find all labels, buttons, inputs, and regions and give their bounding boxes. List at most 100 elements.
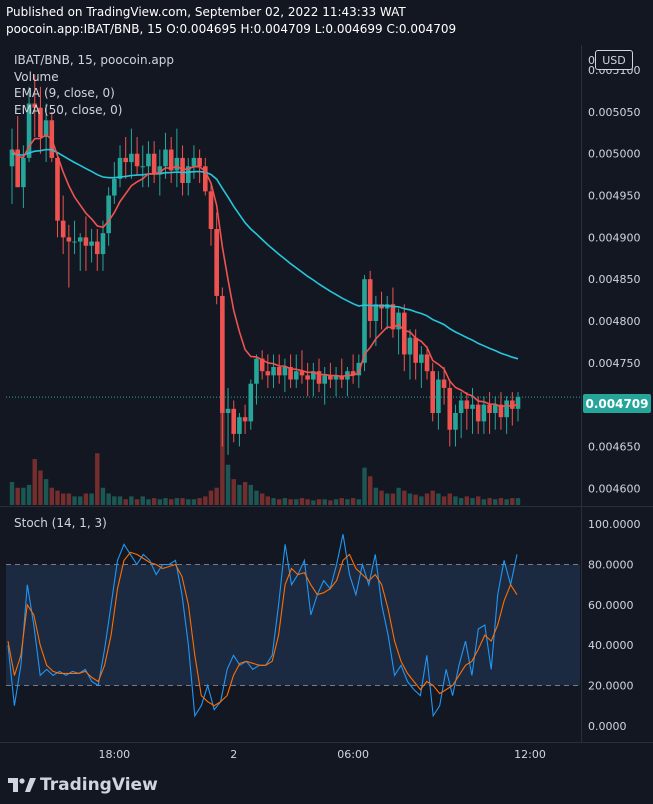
candle-body xyxy=(151,153,157,175)
publish-header: Published on TradingView.com, September … xyxy=(6,4,456,38)
volume-bar xyxy=(106,493,111,505)
candle-body xyxy=(498,404,504,418)
volume-bar xyxy=(294,499,299,505)
candle-body xyxy=(21,157,26,188)
published-line: Published on TradingView.com, September … xyxy=(6,5,406,19)
chart-area[interactable]: 0.005100 0.005050 0.005000 0.004950 0.004900… xyxy=(0,40,653,804)
volume-bar xyxy=(487,498,492,505)
candle-body xyxy=(356,362,362,376)
volume-bar xyxy=(208,490,214,505)
candle-body xyxy=(276,367,282,376)
candle-body xyxy=(464,400,470,409)
candle-body xyxy=(293,371,299,380)
candle-body xyxy=(305,375,310,380)
volume-bar xyxy=(350,498,356,505)
volume-bar xyxy=(356,499,362,505)
candle-body xyxy=(254,358,259,384)
candle-body xyxy=(55,157,60,221)
volume-bar xyxy=(123,499,128,505)
candle-body xyxy=(32,103,38,108)
volume-bar xyxy=(441,496,447,505)
legend-symbol: IBAT/BNB, 15, poocoin.app xyxy=(14,53,174,67)
volume-bar xyxy=(498,498,504,505)
tradingview-footer[interactable]: TradingView xyxy=(8,774,158,796)
volume-bar xyxy=(277,499,282,505)
volume-bar xyxy=(66,493,72,505)
candle-body xyxy=(174,157,180,171)
candle-body xyxy=(413,337,418,363)
volume-bar xyxy=(112,496,117,505)
volume-bar xyxy=(419,496,424,505)
candle-body xyxy=(271,367,276,376)
volume-bar xyxy=(134,499,140,505)
candle-body xyxy=(140,166,146,168)
candle-body xyxy=(203,166,208,192)
volume-bar xyxy=(413,494,418,505)
candle-body xyxy=(248,383,254,422)
candle-body xyxy=(83,237,89,246)
stoch-tick-label: 40.0000 xyxy=(588,639,634,652)
candle-body xyxy=(106,195,111,234)
volume-bar xyxy=(362,467,367,505)
volume-bar xyxy=(38,470,43,505)
candle-body xyxy=(9,149,15,167)
price-tick-label: 0.005050 xyxy=(588,106,641,119)
volume-bar xyxy=(60,493,66,505)
candle-body xyxy=(492,404,498,413)
candle-body xyxy=(311,371,316,380)
volume-bar xyxy=(311,500,316,505)
candle-body xyxy=(168,149,174,171)
volume-bar xyxy=(174,498,180,505)
volume-bar xyxy=(203,496,208,505)
volume-bar xyxy=(225,464,231,505)
last-price-tag: 0.004709 xyxy=(583,394,651,413)
volume-bar xyxy=(186,499,191,505)
time-tick-label: 18:00 xyxy=(98,748,130,761)
volume-bar xyxy=(259,493,265,505)
price-tick-label: 0.005000 xyxy=(588,148,641,161)
volume-bar xyxy=(493,499,498,505)
candle-body xyxy=(436,379,441,413)
legend-ema50: EMA (50, close, 0) xyxy=(14,102,123,117)
stoch-tick-label: 20.0000 xyxy=(588,680,634,693)
time-tick-label: 2 xyxy=(230,748,237,761)
volume-bar xyxy=(333,499,339,505)
volume-bar xyxy=(21,487,26,505)
candle-body xyxy=(316,371,322,384)
volume-bar xyxy=(248,484,253,505)
ohlc-line: poocoin.app:IBAT/BNB, 15 O:0.004695 H:0.… xyxy=(6,22,457,36)
candle-body xyxy=(333,375,339,380)
candle-body xyxy=(180,157,185,183)
volume-bar xyxy=(345,499,350,505)
chart-svg[interactable]: 0.0051000.0050500.0050000.0049500.004900… xyxy=(0,40,653,804)
candle-body xyxy=(123,157,129,163)
volume-bar xyxy=(55,490,60,505)
candle-body xyxy=(208,191,214,229)
main-legend: IBAT/BNB, 15, poocoin.app Volume EMA (9,… xyxy=(14,52,174,118)
candle-body xyxy=(441,379,447,388)
volume-bar xyxy=(436,493,441,505)
candle-body xyxy=(299,371,305,376)
volume-bar xyxy=(78,496,83,505)
volume-bar xyxy=(328,500,333,505)
candle-body xyxy=(401,312,407,355)
candle-body xyxy=(481,404,487,422)
volume-bar xyxy=(271,498,276,505)
candle-body xyxy=(475,404,481,422)
volume-bar xyxy=(129,496,134,505)
volume-bar xyxy=(458,498,464,505)
price-tick-label: 0.004900 xyxy=(588,231,641,244)
price-tick-label: 0.004650 xyxy=(588,440,641,453)
candle-body xyxy=(134,153,140,167)
candle-body xyxy=(322,375,327,384)
candle-body xyxy=(94,241,100,255)
volume-bar xyxy=(100,487,106,505)
volume-bar xyxy=(396,487,401,505)
candle-body xyxy=(390,304,396,330)
currency-button[interactable]: USD xyxy=(595,50,633,70)
volume-bar xyxy=(95,453,100,505)
candle-body xyxy=(367,279,373,321)
volume-bar xyxy=(464,496,470,505)
volume-bar xyxy=(390,493,396,505)
volume-bar xyxy=(453,496,458,505)
